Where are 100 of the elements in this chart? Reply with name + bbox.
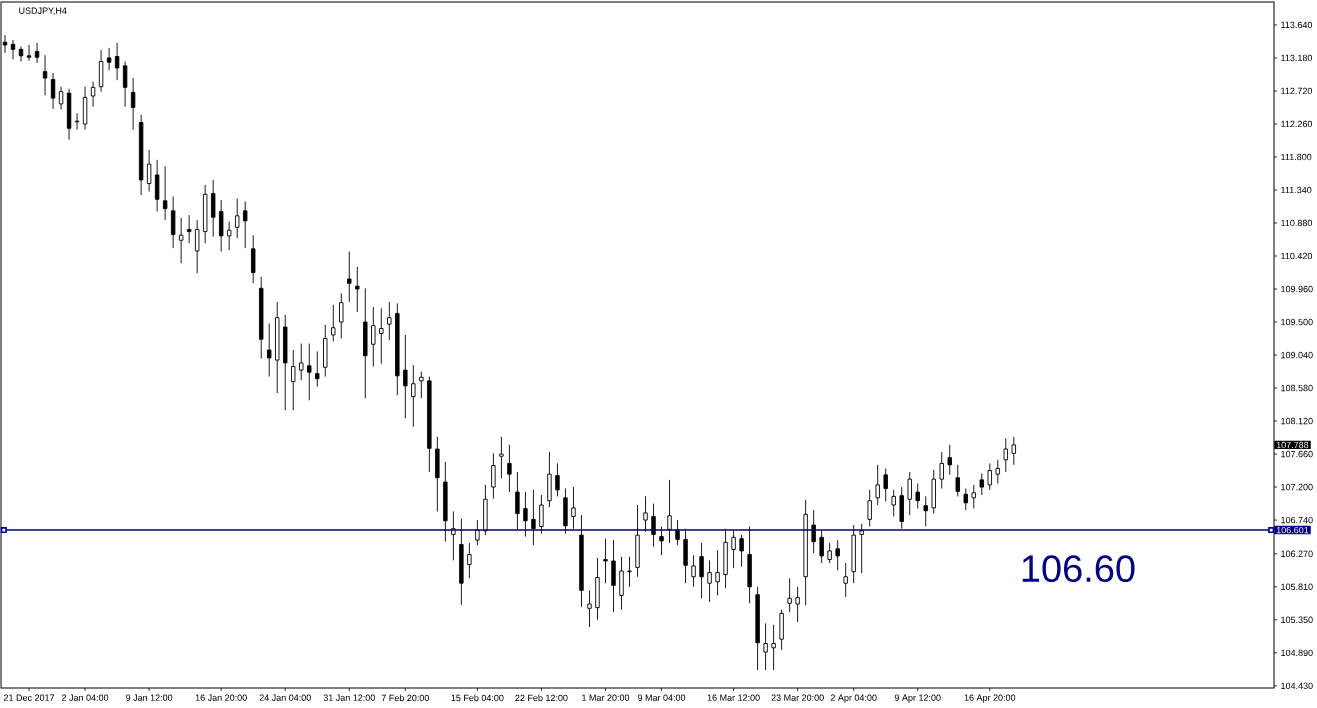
- x-tick-label: 31 Jan 12:00: [323, 694, 375, 701]
- candlestick: [979, 472, 984, 496]
- candlestick: [811, 509, 816, 554]
- candlestick: [411, 364, 416, 428]
- candlestick: [547, 451, 552, 508]
- candlestick: [154, 159, 160, 212]
- x-tick-label: 2 Jan 04:00: [62, 694, 109, 701]
- y-tick-label: 107.200: [1281, 483, 1313, 491]
- candlestick: [907, 471, 912, 516]
- candlestick: [170, 196, 176, 249]
- candlestick: [475, 519, 480, 546]
- x-tick-label: 16 Jan 20:00: [195, 694, 247, 701]
- candlestick: [739, 534, 744, 568]
- candlestick: [507, 444, 512, 493]
- text: 107.788: [1276, 441, 1309, 449]
- candlestick: [587, 589, 592, 628]
- y-tick-label: 113.180: [1281, 54, 1313, 62]
- x-tick-label: 9 Jan 12:00: [126, 694, 173, 701]
- x-tick-label: 9 Apr 12:00: [894, 694, 941, 703]
- x-tick-label: 23 Mar 20:00: [771, 694, 824, 701]
- candlestick: [931, 469, 936, 515]
- candlestick: [122, 61, 128, 108]
- candlestick: [395, 302, 400, 396]
- candlestick: [803, 499, 808, 606]
- candlestick: [787, 577, 792, 613]
- y-tick-label: 105.810: [1281, 583, 1313, 590]
- candlestick: [611, 539, 616, 613]
- candlestick: [731, 529, 736, 569]
- candlestick: [50, 72, 56, 110]
- x-tick-label: 1 Mar 20:00: [582, 694, 630, 701]
- candlestick: [947, 444, 952, 476]
- candlestick: [707, 559, 712, 603]
- annotation: 106.60: [1022, 555, 1135, 583]
- candlestick: [555, 462, 560, 497]
- x-tick-label: 9 Mar 04:00: [637, 694, 686, 701]
- y-tick-label: 110.880: [1281, 219, 1313, 227]
- y-tick-label: 112.720: [1281, 87, 1313, 95]
- x-tick-label: 24 Jan 04:00: [259, 694, 311, 701]
- candlestick: [138, 114, 144, 196]
- y-tick-label: 104.890: [1281, 649, 1313, 657]
- candlestick: [114, 42, 120, 81]
- candlestick: [307, 343, 312, 401]
- candlestick: [162, 165, 168, 221]
- candlestick: [747, 526, 752, 604]
- candlestick: [603, 538, 608, 584]
- candlestick: [242, 201, 248, 249]
- x-tick-label: 7 Feb 20:00: [381, 694, 429, 702]
- candlestick: [939, 451, 944, 489]
- candlestick: [915, 483, 920, 510]
- candlestick: [827, 542, 832, 564]
- candlestick: [315, 350, 320, 388]
- y-tick-label: 107.660: [1281, 450, 1313, 458]
- candlestick: [283, 314, 288, 411]
- y-tick-label: 109.040: [1281, 351, 1313, 359]
- y-tick-label: 106.270: [1281, 550, 1313, 557]
- candlestick: [771, 624, 776, 671]
- candlestick: [427, 376, 432, 473]
- candlestick: [34, 42, 40, 64]
- candlestick: [323, 324, 328, 378]
- candlestick: [226, 221, 232, 251]
- candlestick: [66, 88, 72, 141]
- y-tick-label: 111.800: [1281, 153, 1312, 161]
- candlestick: [419, 371, 424, 399]
- candlestick: [355, 266, 360, 313]
- candlestick: [755, 586, 760, 671]
- candlestick: [467, 542, 472, 579]
- candlestick: [339, 292, 344, 339]
- y-tick-label: 113.640: [1281, 21, 1313, 29]
- candlestick: [459, 518, 464, 606]
- candlestick: [82, 86, 88, 131]
- y-tick-label: 108.580: [1281, 384, 1313, 392]
- candlestick: [146, 149, 152, 192]
- candlestick: [779, 609, 784, 651]
- candlestick: [971, 484, 976, 510]
- x-tick-label: 21 Dec 2017: [3, 694, 55, 701]
- candlestick: [347, 251, 352, 303]
- candlestick: [571, 486, 576, 530]
- candlestick: [955, 464, 960, 497]
- candlestick: [363, 287, 368, 399]
- candlestick: [875, 464, 880, 506]
- x-tick-label: 22 Feb 12:00: [515, 694, 568, 702]
- candlestick: [267, 323, 272, 378]
- candlestick: [643, 495, 648, 532]
- candlestick: [819, 529, 824, 564]
- candlestick: [178, 217, 184, 264]
- candlestick: [899, 486, 904, 530]
- candlestick: [403, 334, 408, 419]
- y-tick-label: 108.120: [1281, 417, 1313, 425]
- x-tick-label: 15 Feb 04:00: [451, 694, 504, 702]
- candlestick: [90, 81, 96, 108]
- candlestick: [299, 343, 304, 381]
- candlestick: [891, 489, 896, 517]
- candlestick: [186, 214, 192, 244]
- candlestick: [58, 86, 64, 111]
- candlestick: [371, 306, 376, 367]
- candlestick: [723, 528, 728, 589]
- candlestick: [635, 504, 640, 578]
- y-tick-label: 105.350: [1281, 616, 1313, 624]
- candlestick: [259, 276, 264, 360]
- x-tick-label: 2 Apr 04:00: [830, 694, 877, 703]
